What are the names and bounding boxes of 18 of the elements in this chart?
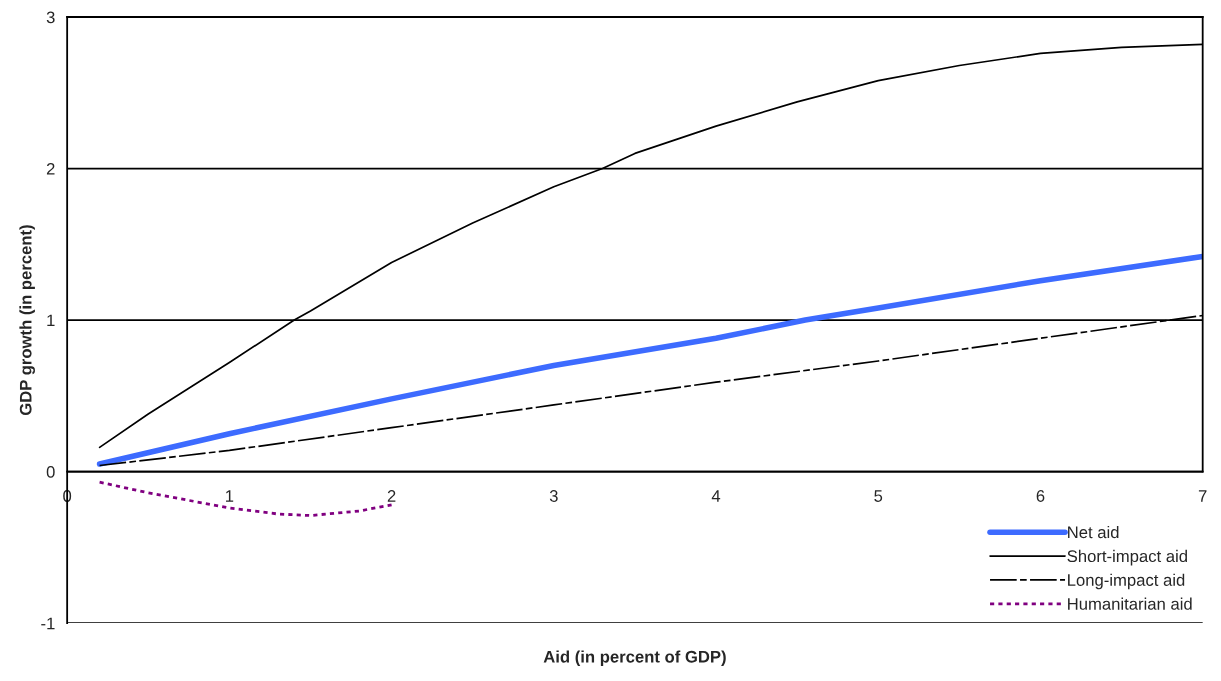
x-axis-title: Aid (in percent of GDP) (543, 650, 726, 666)
y-tick-label: 2 (46, 162, 55, 175)
legend-label: Long-impact aid (1068, 573, 1185, 590)
x-tick-label: 6 (1036, 490, 1045, 502)
x-tick-label: 2 (387, 490, 396, 502)
legend-label: Net aid (1068, 525, 1119, 539)
x-tick-label: 3 (549, 490, 558, 502)
legend-label: Short-impact aid (1067, 549, 1187, 566)
y-axis-title: GDP growth (in percent) (19, 225, 35, 416)
y-tick-label: 1 (47, 314, 55, 327)
x-tick-label: 5 (874, 490, 883, 502)
y-tick-label: 3 (46, 11, 55, 24)
legend-label: Humanitarian aid (1068, 597, 1192, 610)
y-tick-label: 0 (46, 465, 55, 478)
y-tick-label: -1 (41, 617, 55, 630)
x-tick-label: 7 (1198, 490, 1207, 502)
x-tick-label: 1 (226, 490, 234, 502)
x-tick-label: 4 (711, 490, 721, 502)
